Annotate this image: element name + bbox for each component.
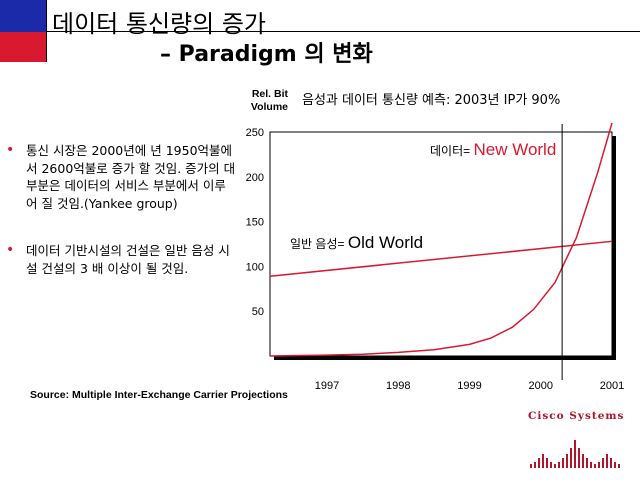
bullet-icon: • [6, 242, 15, 258]
y-tick-label: 100 [246, 261, 264, 273]
x-tick-label: 1998 [386, 380, 410, 392]
logo-bar [598, 462, 600, 468]
source-note: Source: Multiple Inter-Exchange Carrier … [30, 389, 288, 401]
title-divider-horizontal [47, 31, 640, 32]
logo-bar [562, 458, 564, 468]
logo-bar [566, 454, 568, 468]
plot-area [269, 131, 613, 357]
x-tick-label: 1997 [315, 380, 339, 392]
title-divider-vertical [46, 0, 47, 62]
bullet-icon: • [6, 142, 15, 158]
slide-subtitle-heading: – Paradigm 의 변화 [160, 42, 373, 67]
chart-title: 음성과 데이터 통신량 예측: 2003년 IP가 90% [302, 93, 561, 108]
y-tick-label: 250 [246, 127, 264, 139]
logo-bar [578, 448, 580, 468]
logo-bar [574, 440, 576, 468]
logo-bar [542, 454, 544, 468]
y-tick-label: 150 [246, 217, 264, 229]
logo-bar [602, 458, 604, 468]
data-series-label: 데이터= New World [430, 140, 556, 159]
blue-square [0, 0, 47, 32]
logo-bar [534, 462, 536, 468]
x-tick-label: 2000 [529, 380, 553, 392]
logo-bar [618, 464, 620, 468]
logo-bar [606, 454, 608, 468]
y-tick-label: 200 [246, 172, 264, 184]
red-square [0, 32, 47, 62]
logo-bar [538, 458, 540, 468]
data-curve [269, 122, 613, 357]
bullet-item: • 데이터 기반시설의 건설은 일반 음성 시설 건설의 3 배 이상이 될 것… [6, 242, 236, 277]
logo-bar [610, 458, 612, 468]
slide-title: 데이터 통신량의 증가 [52, 10, 266, 38]
logo-bar [614, 462, 616, 468]
voice-series-label: 일반 음성= Old World [290, 233, 423, 252]
bullet-text: 통신 시장은 2000년에 년 1950억불에서 2600억불로 증가 할 것임… [26, 143, 236, 211]
y-tick-label: 50 [252, 306, 264, 318]
x-tick-label: 2001 [600, 380, 624, 392]
logo-bar [530, 464, 532, 468]
bullet-item: • 통신 시장은 2000년에 년 1950억불에서 2600억불로 증가 할 … [6, 142, 236, 212]
bullet-text: 데이터 기반시설의 건설은 일반 음성 시설 건설의 3 배 이상이 될 것임. [26, 243, 230, 276]
cisco-logo: Cisco Systems [528, 410, 624, 472]
logo-bars-icon [530, 440, 620, 468]
logo-bar [546, 458, 548, 468]
logo-bar [554, 464, 556, 468]
y-axis-label: Rel. Bit Volume [250, 88, 288, 113]
logo-bar [594, 464, 596, 468]
bullet-list: • 통신 시장은 2000년에 년 1950억불에서 2600억불로 증가 할 … [6, 142, 236, 307]
logo-bar [558, 462, 560, 468]
logo-wordmark: Cisco Systems [528, 410, 625, 422]
logo-bar [586, 458, 588, 468]
logo-bar [550, 462, 552, 468]
logo-bar [582, 454, 584, 468]
logo-bar [590, 462, 592, 468]
x-tick-label: 1999 [457, 380, 481, 392]
logo-bar [570, 448, 572, 468]
voice-line [269, 240, 613, 278]
